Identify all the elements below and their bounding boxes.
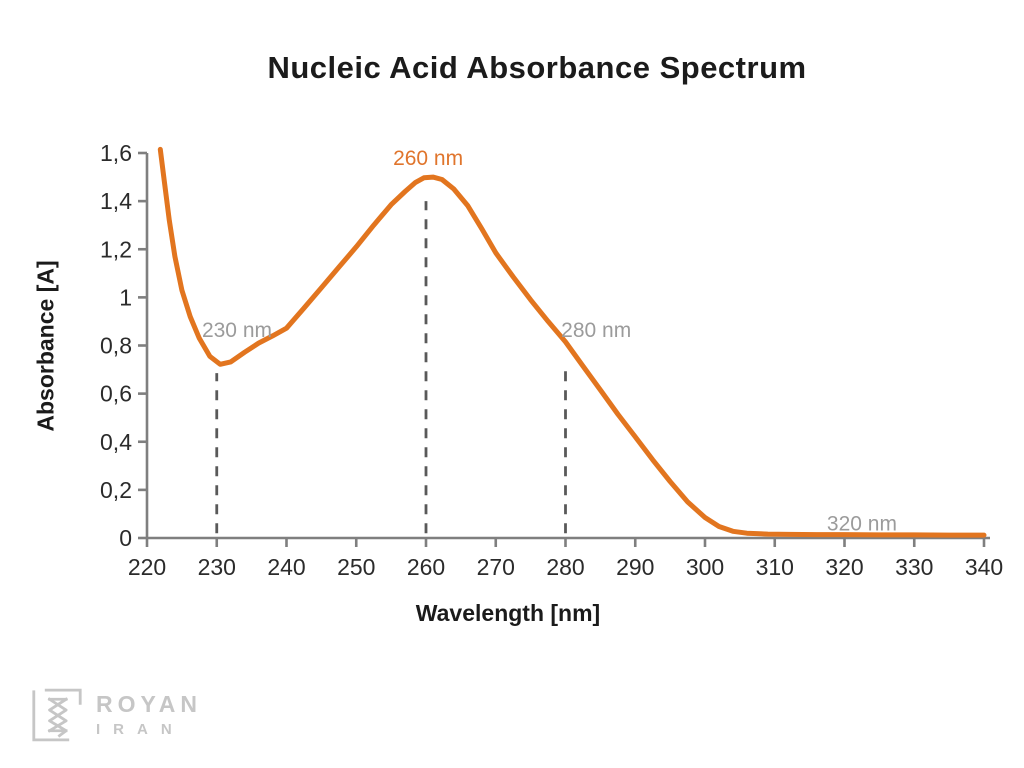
x-tick-label-330: 330 [895, 554, 933, 580]
dna-helix-icon [32, 688, 82, 742]
x-tick-label-220: 220 [128, 554, 166, 580]
y-tick-label-1,2: 1,2 [100, 236, 132, 262]
x-tick-label-280: 280 [546, 554, 584, 580]
logo: ROYAN IRAN [28, 683, 202, 747]
logo-text: ROYAN IRAN [96, 690, 202, 739]
y-tick-label-0,8: 0,8 [100, 333, 132, 359]
spectrum-curve-nucleic_acid_absorbance [157, 146, 987, 538]
y-tick-label-0,6: 0,6 [100, 381, 132, 407]
y-tick-label-1,4: 1,4 [100, 188, 132, 214]
y-tick-label-0: 0 [119, 525, 132, 551]
x-tick-label-290: 290 [616, 554, 654, 580]
annotation-280-nm: 280 nm [561, 319, 631, 342]
logo-country-text: IRAN [96, 721, 185, 739]
x-tick-label-230: 230 [198, 554, 236, 580]
x-tick-label-300: 300 [686, 554, 724, 580]
x-tick-label-310: 310 [756, 554, 794, 580]
x-tick-label-320: 320 [825, 554, 863, 580]
logo-brand-text: ROYAN [96, 690, 202, 717]
y-tick-label-1: 1 [119, 284, 132, 310]
x-tick-label-260: 260 [407, 554, 445, 580]
x-tick-label-340: 340 [965, 554, 1003, 580]
annotation-260-nm: 260 nm [393, 147, 463, 170]
x-tick-label-240: 240 [267, 554, 305, 580]
annotation-320-nm: 320 nm [827, 513, 897, 536]
x-tick-label-250: 250 [337, 554, 375, 580]
x-axis-title: Wavelength [nm] [415, 600, 601, 626]
x-tick-label-270: 270 [477, 554, 515, 580]
annotation-230-nm: 230 nm [202, 319, 272, 342]
y-tick-label-1,6: 1,6 [100, 140, 132, 166]
absorbance-spectrum-chart: 220 230 240 250 260 270 280 290 300 310 320 330 340 0… [100, 140, 1003, 580]
chart-title: Nucleic Acid Absorbance Spectrum [267, 50, 807, 85]
y-tick-label-0,2: 0,2 [100, 477, 132, 503]
y-tick-label-0,4: 0,4 [100, 429, 132, 455]
